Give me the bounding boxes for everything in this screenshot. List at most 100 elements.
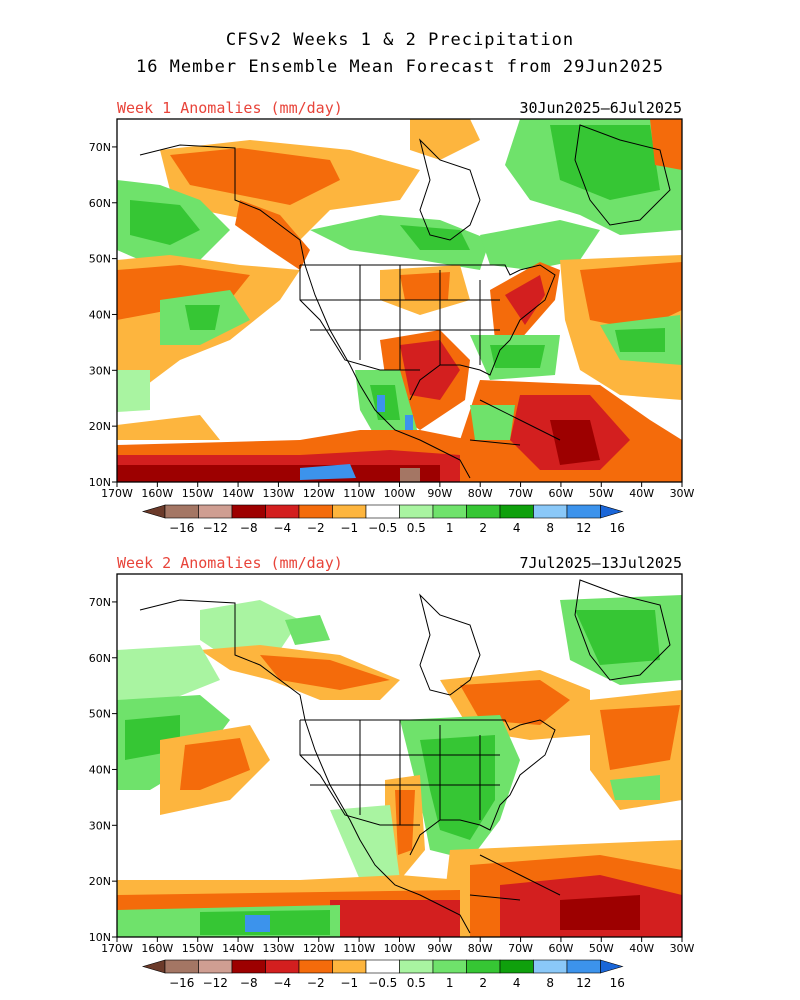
colorbar-bin <box>265 504 300 519</box>
chart-subtitle: 16 Member Ensemble Mean Forecast from 29… <box>135 57 665 77</box>
region-mexico-wet <box>377 395 385 412</box>
colorbar-bin <box>566 959 601 974</box>
region-labrador <box>480 220 600 270</box>
week1-map <box>116 118 683 483</box>
lat-tick-label: 30N <box>89 364 111 377</box>
colorbar-arrow-left <box>141 959 166 974</box>
region-ne-pacific-orange-core <box>180 738 250 790</box>
week2-label: Week 2 Anomalies (mm/day) <box>117 554 343 572</box>
lon-tick-label: 80W <box>468 487 493 500</box>
region-tropical-pacific-band-deep <box>117 465 440 482</box>
lon-tick-label: 70W <box>508 487 533 500</box>
colorbar-bin <box>231 504 266 519</box>
colorbar-bin <box>332 504 367 519</box>
week1-label: Week 1 Anomalies (mm/day) <box>117 99 343 117</box>
colorbar-label: 16 <box>610 521 625 535</box>
colorbar-bin <box>298 959 333 974</box>
lon-tick-label: 50W <box>589 942 614 955</box>
colorbar-bin <box>533 504 568 519</box>
lon-tick-label: 170W <box>101 942 133 955</box>
lat-tick-label: 60N <box>89 652 111 665</box>
region-texas-core <box>395 790 415 855</box>
lat-tick-label: 10N <box>89 931 111 944</box>
colorbar-label: 4 <box>513 521 521 535</box>
lon-tick-label: 70W <box>508 942 533 955</box>
region-gulf-of-alaska-core <box>130 200 200 245</box>
colorbar-label: 12 <box>576 976 591 990</box>
lon-tick-label: 60W <box>548 487 573 500</box>
lon-tick-label: 170W <box>101 487 133 500</box>
region-new-england-core <box>505 275 545 325</box>
colorbar-arrow-right <box>600 504 624 519</box>
colorbar-bin <box>399 959 434 974</box>
region-tropical-atlantic-deep <box>560 895 640 930</box>
region-baffin <box>410 119 480 160</box>
colorbar-label: 8 <box>546 521 554 535</box>
lon-tick-label: 150W <box>182 487 214 500</box>
lon-tick-label: 160W <box>141 487 173 500</box>
lon-tick-label: 100W <box>384 487 416 500</box>
lon-tick-label: 90W <box>427 942 452 955</box>
colorbar-bin <box>399 504 434 519</box>
lon-tick-label: 40W <box>629 487 654 500</box>
colorbar-label: −0.5 <box>368 521 397 535</box>
region-alaska-gulf-coast <box>235 200 310 270</box>
region-tropical-pacific-band-deep <box>330 900 460 937</box>
lon-tick-label: 30W <box>670 942 695 955</box>
region-north-east-orange <box>650 119 682 170</box>
lon-tick-label: 140W <box>222 942 254 955</box>
region-tropical-pacific-brown <box>400 468 420 482</box>
colorbar-label: 8 <box>546 976 554 990</box>
lon-tick-label: 110W <box>343 942 375 955</box>
colorbar-label: −16 <box>169 976 194 990</box>
colorbar-bin <box>432 959 467 974</box>
colorbar-bin <box>198 959 233 974</box>
lon-tick-label: 130W <box>262 487 294 500</box>
colorbar-bin <box>499 504 534 519</box>
lat-tick-label: 40N <box>89 763 111 776</box>
colorbar-bin <box>499 959 534 974</box>
lon-tick-label: 80W <box>468 942 493 955</box>
lon-tick-label: 50W <box>589 487 614 500</box>
region-alaska-north <box>200 600 300 660</box>
colorbar-bin <box>365 504 400 519</box>
lat-tick-label: 70N <box>89 596 111 609</box>
lon-tick-label: 140W <box>222 487 254 500</box>
region-mexico-wet-2 <box>405 415 413 430</box>
lat-tick-label: 50N <box>89 708 111 721</box>
region-ne-pacific-green-core <box>185 305 220 330</box>
lon-tick-label: 150W <box>182 942 214 955</box>
colorbar-label: 4 <box>513 976 521 990</box>
colorbar-bin <box>164 504 199 519</box>
colorbar-bin <box>466 504 501 519</box>
region-southeast-us-core <box>490 345 545 368</box>
week2-map <box>116 573 683 938</box>
colorbar-label: −2 <box>307 976 325 990</box>
colorbar-bin <box>432 504 467 519</box>
lon-tick-label: 90W <box>427 487 452 500</box>
lon-tick-label: 130W <box>262 942 294 955</box>
colorbar-label: −8 <box>240 976 258 990</box>
colorbar-arrow-right <box>600 959 624 974</box>
colorbar-bin <box>332 959 367 974</box>
lat-tick-label: 50N <box>89 253 111 266</box>
colorbar-label: −12 <box>203 521 228 535</box>
lat-tick-label: 10N <box>89 476 111 489</box>
colorbar-bin <box>298 504 333 519</box>
colorbar-label: −8 <box>240 521 258 535</box>
region-alaska-gulf <box>117 645 220 700</box>
colorbar-label: 1 <box>446 521 454 535</box>
colorbar-label: −16 <box>169 521 194 535</box>
week2-coastlines <box>139 579 671 934</box>
region-tropical-pacific-orange <box>117 415 220 440</box>
colorbar-label: 0.5 <box>407 976 426 990</box>
region-caribbean-deep <box>550 420 600 465</box>
week2-anomaly-fields <box>117 595 682 937</box>
colorbar-label: 2 <box>479 521 487 535</box>
lat-tick-label: 20N <box>89 875 111 888</box>
region-central-pacific-green <box>117 370 150 412</box>
colorbar-label: −0.5 <box>368 976 397 990</box>
region-caribbean-green <box>470 405 515 440</box>
colorbars: −16 −12 −8 −4 −2 −1 −0.5 0.5 1 2 4 8 12 16−16 −12 −8 −4−… <box>141 504 625 990</box>
